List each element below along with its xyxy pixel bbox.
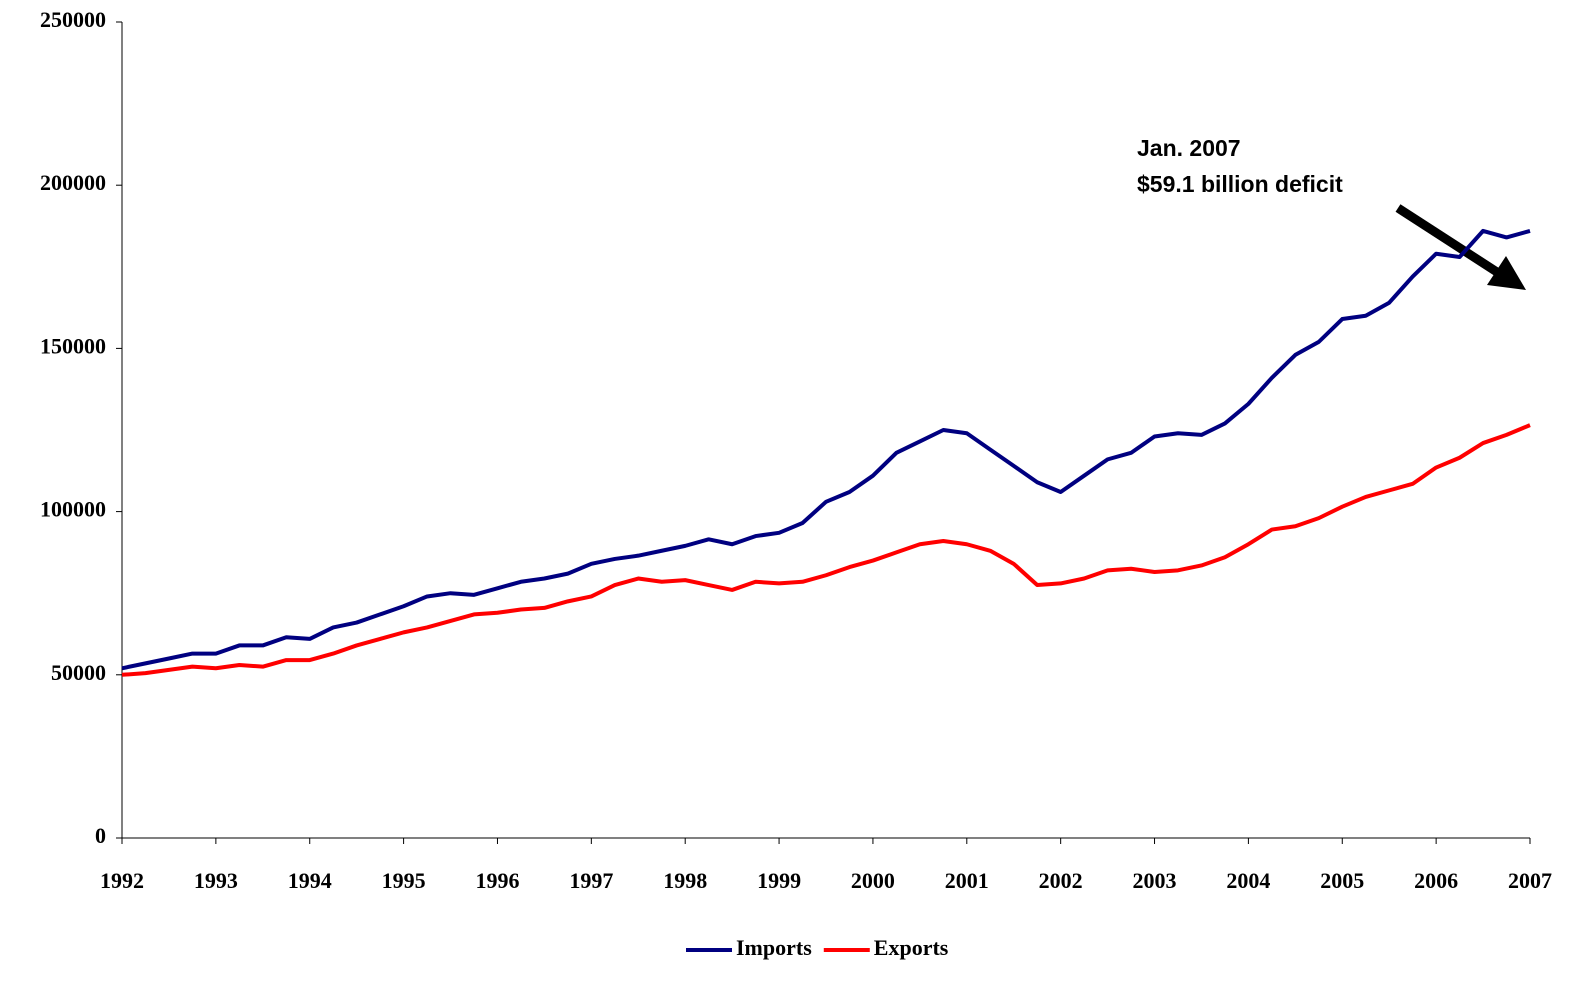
x-tick-label: 1998 (663, 868, 707, 893)
x-tick-label: 2004 (1226, 868, 1270, 893)
y-tick-label: 200000 (40, 170, 106, 195)
x-tick-label: 2003 (1133, 868, 1177, 893)
x-tick-label: 1995 (382, 868, 426, 893)
x-tick-label: 1997 (569, 868, 613, 893)
x-tick-label: 1993 (194, 868, 238, 893)
annotation: Jan. 2007 (1137, 135, 1241, 161)
x-tick-label: 1992 (100, 868, 144, 893)
y-tick-label: 150000 (40, 333, 106, 358)
x-tick-label: 2002 (1039, 868, 1083, 893)
arrow-shaft (1395, 204, 1503, 278)
line-series (121, 423, 1531, 677)
legend-label: Imports (736, 935, 812, 960)
x-tick-label: 1996 (475, 868, 519, 893)
x-tick-label: 2001 (945, 868, 989, 893)
line-series (121, 228, 1531, 671)
arrow-head (1487, 256, 1526, 290)
x-tick-label: 2006 (1414, 868, 1458, 893)
y-tick-label: 250000 (40, 7, 106, 32)
x-tick-label: 2007 (1508, 868, 1552, 893)
annotation: $59.1 billion deficit (1137, 171, 1343, 197)
y-tick-label: 100000 (40, 497, 106, 522)
y-tick-label: 50000 (51, 660, 106, 685)
y-tick-label: 0 (95, 823, 106, 848)
x-tick-label: 1994 (288, 868, 332, 893)
legend-label: Exports (874, 935, 949, 960)
x-tick-label: 1999 (757, 868, 801, 893)
x-tick-label: 2000 (851, 868, 895, 893)
x-tick-label: 2005 (1320, 868, 1364, 893)
